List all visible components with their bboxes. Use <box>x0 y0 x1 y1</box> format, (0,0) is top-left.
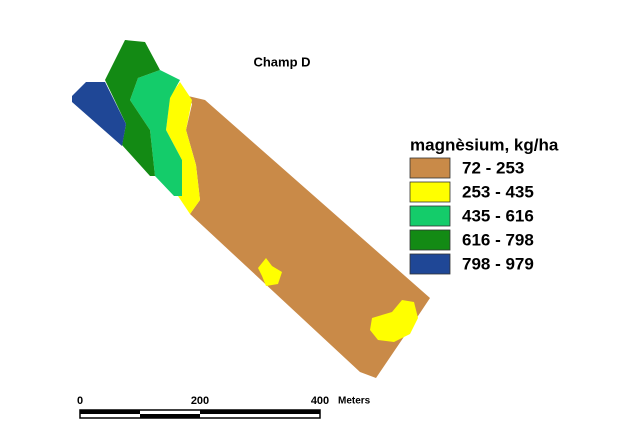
legend-label: 616 - 798 <box>462 230 534 249</box>
legend-swatch <box>409 229 451 251</box>
zone <box>130 70 182 196</box>
legend-swatch <box>409 253 451 275</box>
legend: 72 - 253 253 - 435 435 - 616 616 - 798 798 -… <box>409 157 534 275</box>
scale-bar-segment <box>200 410 320 414</box>
zone <box>258 258 282 286</box>
legend-swatch <box>409 181 451 203</box>
legend-swatch <box>409 205 451 227</box>
zone <box>105 40 160 176</box>
legend-title: magnèsium, kg/ha <box>410 135 559 154</box>
zone <box>72 82 126 146</box>
scale-label: 0 <box>77 395 83 407</box>
legend-label: 798 - 979 <box>462 254 534 273</box>
scale-label: 200 <box>191 395 209 407</box>
zone <box>166 82 200 214</box>
scale-bar-segment <box>80 410 140 414</box>
scale-bar-segment <box>140 414 200 418</box>
field <box>72 40 430 378</box>
legend-label: 72 - 253 <box>462 158 524 177</box>
legend-label: 435 - 616 <box>462 206 534 225</box>
legend-swatch <box>409 157 451 179</box>
map-title: Champ D <box>253 54 310 69</box>
legend-label: 253 - 435 <box>462 182 534 201</box>
scale-unit: Meters <box>338 396 371 407</box>
scale-label: 400 <box>311 395 329 407</box>
zone <box>186 96 430 378</box>
scale-bar: 0 200 400 Meters <box>77 395 371 419</box>
zone <box>370 300 418 342</box>
